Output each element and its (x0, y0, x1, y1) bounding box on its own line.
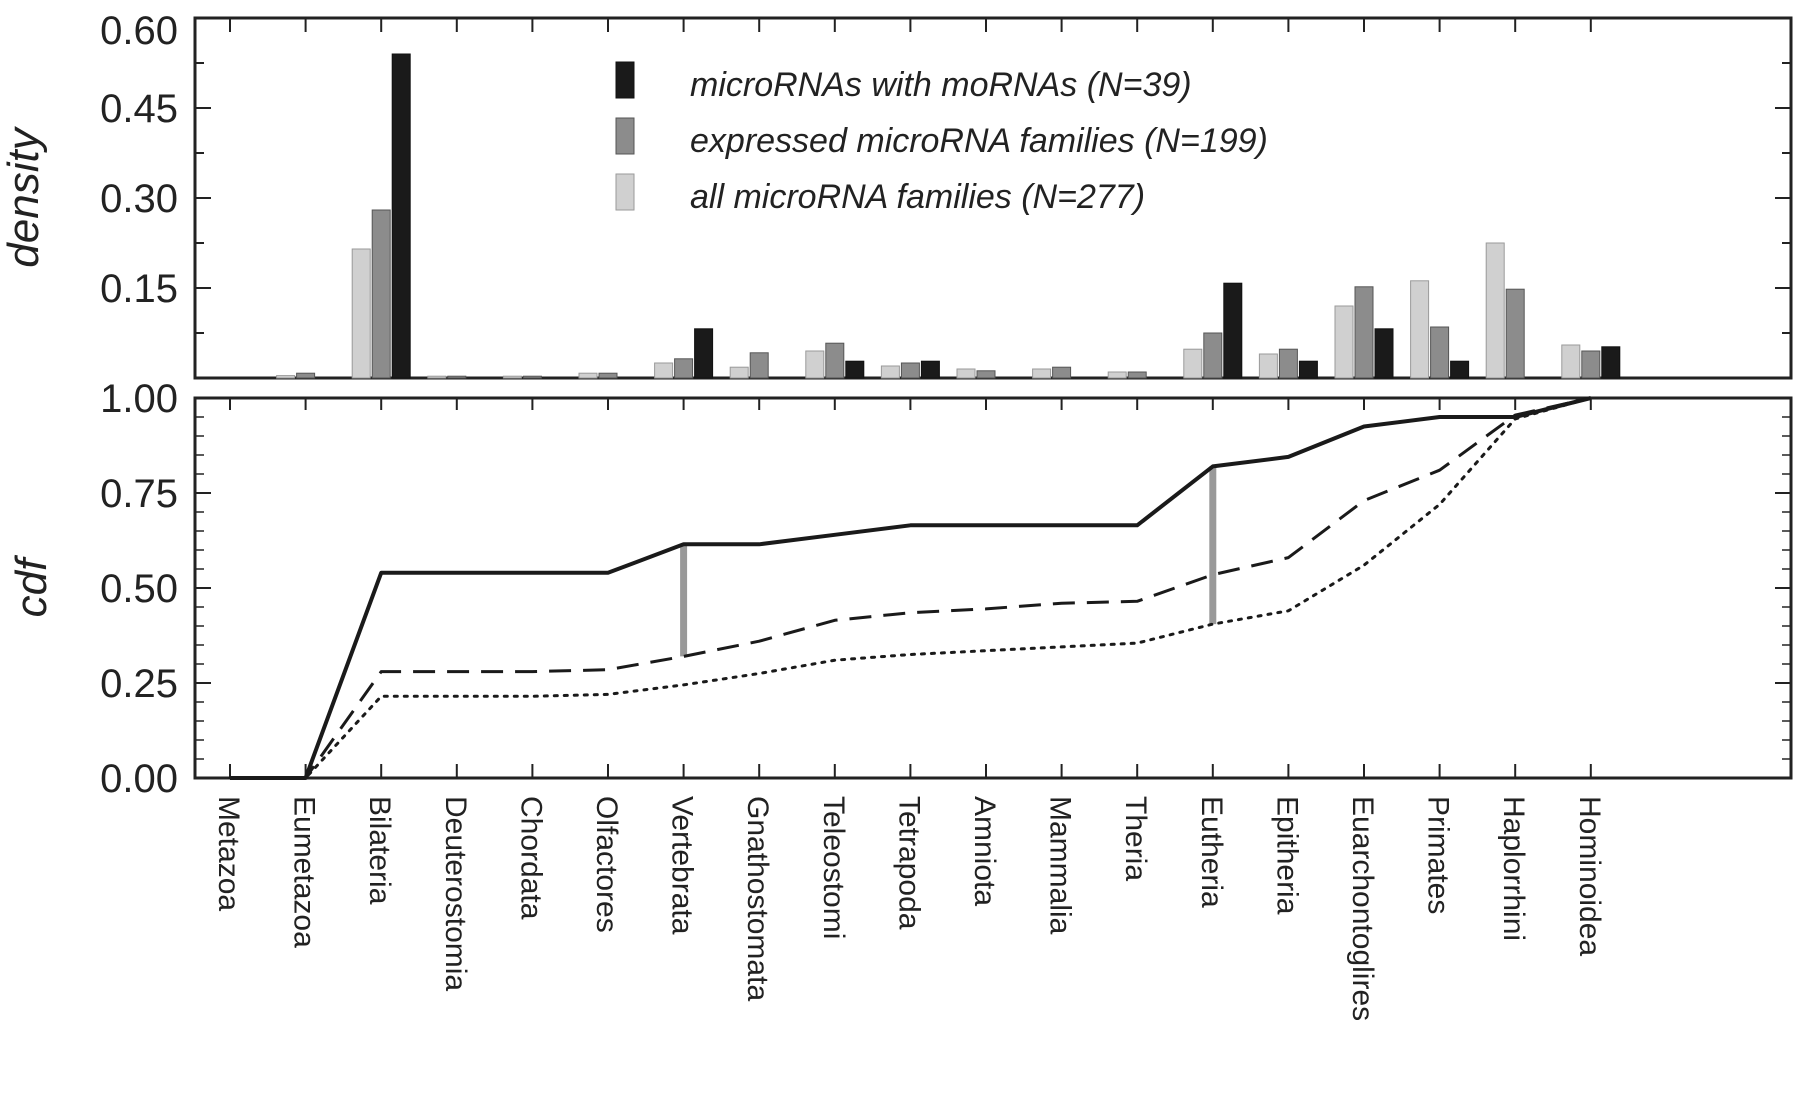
category-label: Euarchontoglires (1346, 796, 1379, 1021)
cdf-line-dotted (228, 396, 1593, 780)
category-label: Olfactores (590, 796, 623, 933)
density-y-tick-label: 0.30 (100, 177, 178, 221)
category-label: Chordata (514, 796, 547, 920)
density-bar (1258, 353, 1278, 379)
density-bar (351, 248, 371, 379)
category-label: Bilateria (363, 796, 396, 905)
cdf-y-tick-label: 0.50 (100, 567, 178, 611)
density-bar (1334, 305, 1354, 379)
density-bar (1298, 360, 1318, 379)
density-y-tick-labels: 0.60 0.45 0.30 0.15 (100, 9, 178, 311)
density-bar (729, 366, 749, 379)
density-bar (1505, 288, 1525, 379)
density-bar (1278, 348, 1298, 379)
category-label: Haplorrhini (1497, 796, 1530, 941)
density-bar (371, 209, 391, 379)
cdf-plot-frame (193, 396, 1793, 780)
density-bar (654, 362, 674, 379)
legend-label: microRNAs with moRNAs (N=39) (690, 66, 1192, 104)
category-label: Tetrapoda (892, 796, 925, 930)
category-label: Theria (1119, 796, 1152, 881)
cdf-y-tick-label: 0.75 (100, 472, 178, 516)
legend-swatch (615, 61, 635, 99)
legend-label: all microRNA families (N=277) (690, 178, 1145, 216)
density-bar (1430, 326, 1450, 379)
category-label: Eumetazoa (288, 796, 321, 948)
category-labels: Metazoa Eumetazoa Bilateria Deuterostomia Ch… (212, 796, 1606, 1021)
density-bar (845, 360, 865, 379)
density-ticks (195, 17, 1791, 334)
density-bar (296, 372, 316, 379)
density-bar (1203, 332, 1223, 379)
category-label: Gnathostomata (741, 796, 774, 1001)
density-bar (427, 375, 447, 379)
cdf-line-solid (230, 396, 1592, 780)
density-bar (976, 370, 996, 379)
category-label: Epitheria (1270, 796, 1303, 915)
category-label: Amniota (968, 796, 1001, 906)
legend-swatch (615, 117, 635, 155)
legend-swatch (615, 173, 635, 211)
density-y-axis-title: density (0, 125, 48, 267)
density-bar (578, 372, 598, 379)
cdf-y-axis-title: cdf (7, 554, 56, 617)
cdf-highlights (680, 466, 1217, 657)
density-bar (880, 365, 900, 379)
density-y-tick-label: 0.45 (100, 87, 178, 131)
cdf-y-tick-label: 0.25 (100, 662, 178, 706)
category-label: Deuterostomia (439, 796, 472, 991)
density-bar (805, 350, 825, 379)
density-bar (1107, 371, 1127, 379)
legend: microRNAs with moRNAs (N=39) expressed mi… (615, 61, 1268, 216)
density-bar (1561, 344, 1581, 379)
density-bar (447, 375, 467, 379)
cdf-ticks (195, 397, 1791, 779)
density-bar (1374, 328, 1394, 379)
density-bar (1450, 360, 1470, 379)
density-y-tick-label: 0.60 (100, 9, 178, 53)
density-bar (920, 360, 940, 379)
density-bar (956, 368, 976, 379)
density-bar (391, 53, 411, 379)
category-label: Teleostomi (817, 796, 850, 939)
density-bar (900, 362, 920, 379)
density-bar (1581, 350, 1601, 379)
density-bar (825, 342, 845, 379)
cdf-y-tick-labels: 1.00 0.75 0.50 0.25 0.00 (100, 377, 178, 801)
density-bar (1032, 368, 1052, 379)
density-bar (1223, 282, 1243, 379)
legend-label: expressed microRNA families (N=199) (690, 122, 1268, 160)
density-bar (522, 375, 542, 379)
cdf-y-tick-label: 1.00 (100, 377, 178, 421)
density-bar (1410, 280, 1430, 379)
density-bar (1127, 371, 1147, 379)
density-bar (674, 358, 694, 379)
cdf-y-tick-label: 0.00 (100, 757, 178, 801)
density-bars (276, 53, 1621, 379)
density-bar (502, 375, 522, 379)
density-y-tick-label: 0.15 (100, 267, 178, 311)
density-bar (749, 352, 769, 379)
category-label: Vertebrata (666, 796, 699, 935)
density-bar (1354, 286, 1374, 379)
category-label: Eutheria (1195, 796, 1228, 908)
cdf-line-dashed (230, 396, 1592, 780)
density-bar (1052, 366, 1072, 379)
density-bar (694, 328, 714, 379)
category-label: Mammalia (1044, 796, 1077, 935)
category-label: Primates (1422, 796, 1455, 914)
category-label: Hominoidea (1573, 796, 1606, 956)
density-bar (276, 375, 296, 379)
density-bar (598, 372, 618, 379)
density-bar (1601, 346, 1621, 379)
cdf-panel: 1.00 0.75 0.50 0.25 0.00 cdf (7, 377, 1793, 801)
density-bar (1485, 242, 1505, 379)
density-bar (1183, 348, 1203, 379)
cdf-lines (228, 396, 1593, 780)
category-label: Metazoa (212, 796, 245, 911)
density-panel: 0.60 0.45 0.30 0.15 density microRNAs with … (0, 9, 1793, 380)
